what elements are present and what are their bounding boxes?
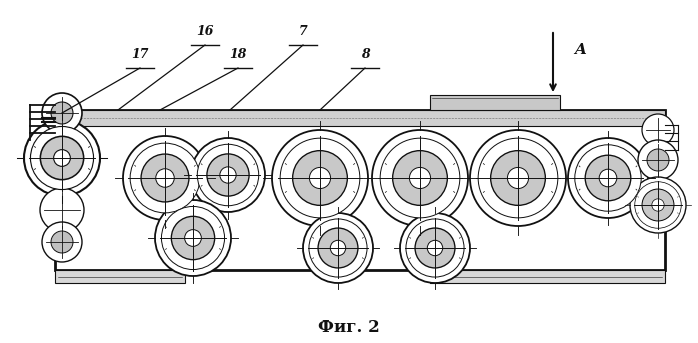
Circle shape	[123, 136, 207, 220]
Circle shape	[638, 140, 678, 180]
Circle shape	[24, 120, 100, 196]
Circle shape	[191, 138, 265, 212]
Circle shape	[155, 200, 231, 276]
Circle shape	[599, 169, 617, 187]
Circle shape	[507, 167, 528, 189]
Circle shape	[642, 189, 674, 221]
Circle shape	[292, 151, 348, 205]
Circle shape	[42, 93, 82, 133]
Circle shape	[309, 219, 367, 277]
Circle shape	[318, 228, 358, 268]
Circle shape	[574, 145, 641, 211]
Text: 7: 7	[299, 25, 307, 38]
Circle shape	[330, 240, 346, 256]
Circle shape	[393, 151, 447, 205]
Circle shape	[272, 130, 368, 226]
Circle shape	[372, 130, 468, 226]
Bar	[430, 270, 665, 283]
Circle shape	[280, 138, 360, 218]
Circle shape	[380, 138, 460, 218]
Bar	[55, 110, 665, 126]
Circle shape	[400, 213, 470, 283]
Text: Фиг. 2: Фиг. 2	[318, 319, 380, 336]
Circle shape	[220, 167, 236, 183]
Circle shape	[156, 169, 174, 187]
Circle shape	[161, 206, 225, 270]
Circle shape	[642, 114, 674, 146]
Circle shape	[634, 182, 681, 228]
Circle shape	[406, 219, 464, 277]
Circle shape	[478, 138, 558, 218]
Circle shape	[427, 240, 443, 256]
Circle shape	[171, 216, 215, 260]
Bar	[55, 110, 665, 270]
Bar	[55, 270, 185, 283]
Circle shape	[491, 151, 545, 205]
Circle shape	[51, 102, 73, 124]
Circle shape	[303, 213, 373, 283]
Circle shape	[185, 230, 201, 246]
Circle shape	[630, 177, 686, 233]
Circle shape	[141, 154, 189, 202]
Circle shape	[207, 154, 249, 196]
Circle shape	[585, 155, 631, 201]
Text: 18: 18	[229, 48, 247, 61]
Circle shape	[40, 188, 84, 232]
Circle shape	[647, 149, 669, 171]
Text: A: A	[574, 43, 586, 57]
Circle shape	[470, 130, 566, 226]
Text: 17: 17	[131, 48, 149, 61]
Circle shape	[31, 127, 94, 190]
Circle shape	[51, 231, 73, 253]
Text: 16: 16	[196, 25, 214, 38]
Circle shape	[309, 167, 331, 189]
Circle shape	[42, 222, 82, 262]
Circle shape	[54, 150, 70, 166]
Circle shape	[130, 143, 200, 213]
Circle shape	[198, 144, 259, 206]
Circle shape	[410, 167, 431, 189]
Text: 8: 8	[361, 48, 369, 61]
Circle shape	[40, 136, 84, 180]
Circle shape	[415, 228, 455, 268]
Bar	[430, 95, 560, 110]
Circle shape	[568, 138, 648, 218]
Circle shape	[652, 199, 664, 211]
